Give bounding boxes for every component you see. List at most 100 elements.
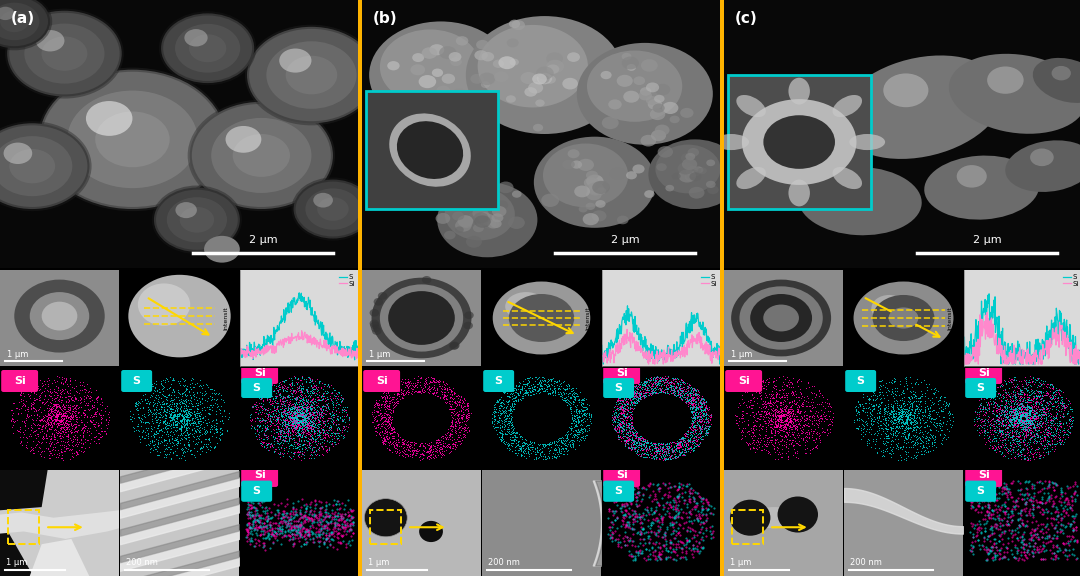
Point xyxy=(611,414,629,423)
Point xyxy=(538,381,555,390)
Point xyxy=(303,411,321,420)
Point xyxy=(673,383,690,392)
Point xyxy=(36,390,53,399)
Point xyxy=(287,396,305,405)
Point xyxy=(272,404,289,414)
Point xyxy=(339,423,356,432)
Point xyxy=(300,429,318,438)
Point xyxy=(311,412,328,421)
Point xyxy=(792,406,809,415)
Point xyxy=(287,422,305,431)
Point xyxy=(699,421,716,430)
Point xyxy=(62,409,79,418)
Point xyxy=(281,440,298,449)
Point xyxy=(985,399,1002,408)
Point xyxy=(384,428,402,437)
Point xyxy=(167,414,185,423)
Point xyxy=(778,431,795,440)
Point xyxy=(891,396,908,405)
Point xyxy=(797,429,814,438)
Point xyxy=(188,414,205,423)
Point xyxy=(1004,438,1022,447)
Point xyxy=(308,386,325,396)
Point xyxy=(288,431,306,441)
Point xyxy=(300,400,318,409)
Point xyxy=(924,418,942,427)
Point xyxy=(894,441,912,450)
Point xyxy=(1022,395,1039,404)
Point xyxy=(297,407,314,416)
Point xyxy=(1030,392,1048,401)
Point xyxy=(324,399,341,408)
Point xyxy=(676,430,693,439)
Point xyxy=(1041,392,1058,401)
Point xyxy=(298,401,315,410)
Point xyxy=(521,439,538,448)
Point xyxy=(693,435,711,444)
Point xyxy=(66,423,83,432)
Point xyxy=(311,410,328,419)
Point xyxy=(648,372,665,381)
Point xyxy=(615,409,632,418)
Point xyxy=(647,444,664,453)
Point xyxy=(307,419,324,429)
Point xyxy=(436,398,454,407)
Point xyxy=(652,387,670,396)
Point xyxy=(606,423,623,433)
Circle shape xyxy=(626,64,636,71)
Point xyxy=(767,396,784,406)
Point xyxy=(315,386,333,396)
Point xyxy=(158,392,175,401)
Point xyxy=(757,413,774,422)
Point xyxy=(255,434,272,444)
Point xyxy=(1055,409,1072,418)
Point xyxy=(1030,431,1048,440)
Point xyxy=(55,403,72,412)
Circle shape xyxy=(648,99,662,109)
Point xyxy=(771,397,788,407)
Point xyxy=(649,372,666,381)
Point xyxy=(158,421,175,430)
Point xyxy=(1032,408,1050,417)
Point xyxy=(70,420,87,429)
Point xyxy=(653,375,671,384)
Point xyxy=(788,377,806,386)
Point xyxy=(621,411,638,420)
Point xyxy=(303,451,321,460)
Point xyxy=(1003,382,1021,392)
Point xyxy=(1022,372,1039,381)
Point xyxy=(444,441,461,450)
Point xyxy=(801,412,819,421)
Point xyxy=(672,438,689,447)
Point xyxy=(420,383,437,392)
Point xyxy=(800,411,818,420)
Point xyxy=(434,393,451,402)
Point xyxy=(546,389,564,398)
Ellipse shape xyxy=(737,167,766,189)
Point xyxy=(892,408,909,417)
Point xyxy=(81,413,98,422)
Point xyxy=(883,375,901,384)
Point xyxy=(576,394,593,403)
Point xyxy=(537,384,554,393)
Point xyxy=(1021,409,1038,418)
Point xyxy=(299,426,316,435)
Point xyxy=(804,416,821,426)
Point xyxy=(1049,386,1066,395)
Point xyxy=(285,402,302,411)
Point xyxy=(738,408,755,417)
Point xyxy=(795,401,812,410)
Point xyxy=(268,397,285,406)
Point xyxy=(454,411,471,420)
Point xyxy=(633,445,650,454)
Point xyxy=(66,422,83,431)
Point xyxy=(297,402,314,411)
Point xyxy=(293,409,310,418)
Point xyxy=(53,423,70,432)
Point xyxy=(985,437,1002,446)
Point xyxy=(899,415,916,424)
Point xyxy=(166,406,184,415)
Point xyxy=(637,449,654,458)
Point xyxy=(606,413,623,422)
Point xyxy=(762,428,780,437)
